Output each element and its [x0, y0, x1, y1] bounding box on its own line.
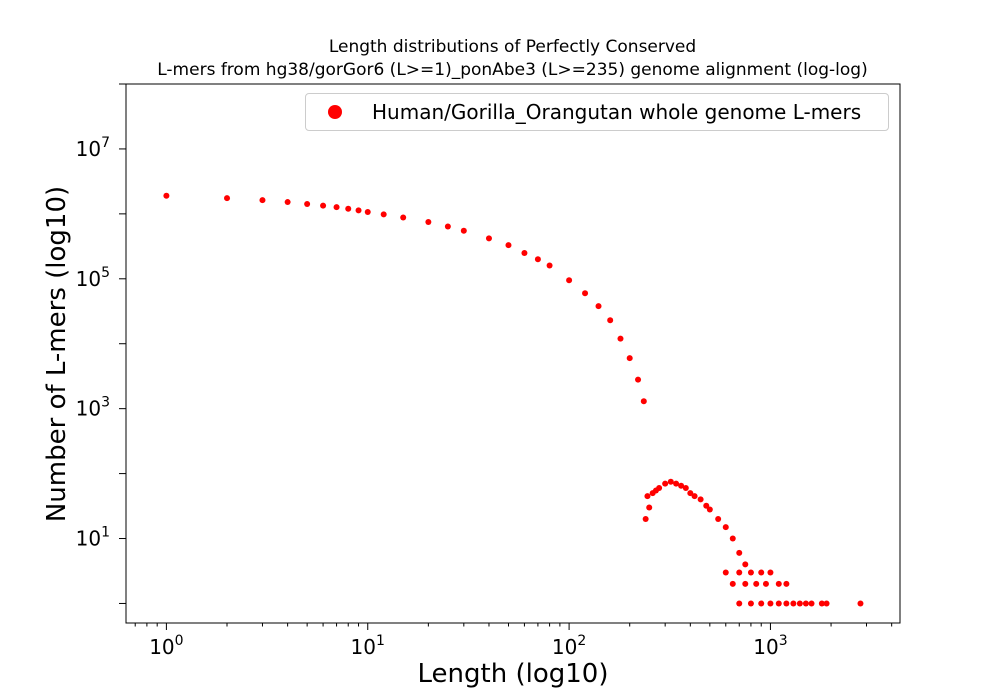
data-point [758, 569, 765, 576]
data-point [400, 214, 407, 221]
data-point [320, 202, 327, 209]
legend-label: Human/Gorilla_Orangutan whole genome L-m… [372, 100, 862, 124]
data-point [857, 600, 864, 607]
chart-title-line-1: Length distributions of Perfectly Conser… [328, 37, 697, 57]
data-point [460, 227, 467, 234]
data-point [736, 600, 743, 607]
y-tick-label: 101 [76, 525, 110, 551]
data-point [644, 493, 651, 500]
data-point [380, 211, 387, 218]
data-point [521, 249, 528, 256]
x-tick-label: 101 [351, 633, 385, 659]
data-point [333, 204, 340, 211]
legend: Human/Gorilla_Orangutan whole genome L-m… [305, 93, 889, 131]
data-point [808, 600, 815, 607]
data-point [736, 549, 743, 556]
data-point [345, 205, 352, 212]
data-point [790, 600, 797, 607]
data-point [747, 600, 754, 607]
data-point [767, 600, 774, 607]
x-tick-label: 103 [753, 633, 787, 659]
data-point [259, 197, 266, 204]
data-point [729, 535, 736, 542]
data-point [706, 506, 713, 513]
data-point [703, 502, 710, 509]
data-point [802, 600, 809, 607]
x-tick-label: 102 [552, 633, 586, 659]
data-point [505, 242, 512, 249]
data-point [729, 580, 736, 587]
data-point [626, 355, 633, 362]
data-point [678, 482, 685, 489]
data-point [762, 580, 769, 587]
data-point [444, 223, 451, 230]
data-point [667, 478, 674, 485]
data-point [742, 580, 749, 587]
data-point [546, 262, 553, 269]
data-point [635, 376, 642, 383]
data-point [753, 580, 760, 587]
data-point [715, 515, 722, 522]
data-point [582, 290, 589, 297]
y-tick-label: 105 [76, 265, 110, 291]
data-point [163, 192, 170, 199]
y-tick-label: 103 [76, 395, 110, 421]
data-point [682, 485, 689, 491]
data-point [662, 480, 669, 487]
x-tick-label: 100 [149, 633, 183, 659]
data-point [595, 303, 602, 310]
data-point [284, 199, 291, 206]
data-point [722, 569, 729, 576]
data-point [818, 600, 825, 607]
legend-marker [328, 105, 342, 119]
data-point [640, 398, 647, 405]
data-point [355, 207, 362, 214]
data-point [758, 600, 765, 607]
data-point [742, 561, 749, 568]
data-point [687, 490, 694, 497]
data-point [617, 335, 624, 342]
data-point [224, 195, 231, 202]
data-point [697, 496, 704, 503]
data-point [783, 600, 790, 607]
data-point [796, 600, 803, 607]
data-point [767, 569, 774, 576]
data-point [783, 580, 790, 587]
x-axis-label: Length (log10) [417, 659, 609, 689]
data-point [566, 277, 573, 284]
chart-title-line-2: L-mers from hg38/gorGor6 (L>=1)_ponAbe3 … [157, 60, 868, 80]
data-point [425, 218, 432, 225]
data-point [485, 235, 492, 242]
data-point [775, 580, 782, 587]
data-point [775, 600, 782, 607]
data-point [534, 256, 541, 263]
data-point [642, 515, 649, 522]
data-point [823, 600, 830, 607]
data-point [656, 485, 663, 491]
y-tick-label: 107 [76, 135, 110, 161]
data-point [607, 317, 614, 324]
data-point [304, 200, 311, 207]
data-point [673, 480, 680, 487]
data-point [722, 524, 729, 531]
data-point [747, 569, 754, 576]
data-point [364, 208, 371, 215]
data-point [691, 493, 698, 500]
data-point [646, 504, 653, 511]
y-axis-label: Number of L-mers (log10) [42, 185, 72, 523]
data-point [736, 569, 743, 576]
